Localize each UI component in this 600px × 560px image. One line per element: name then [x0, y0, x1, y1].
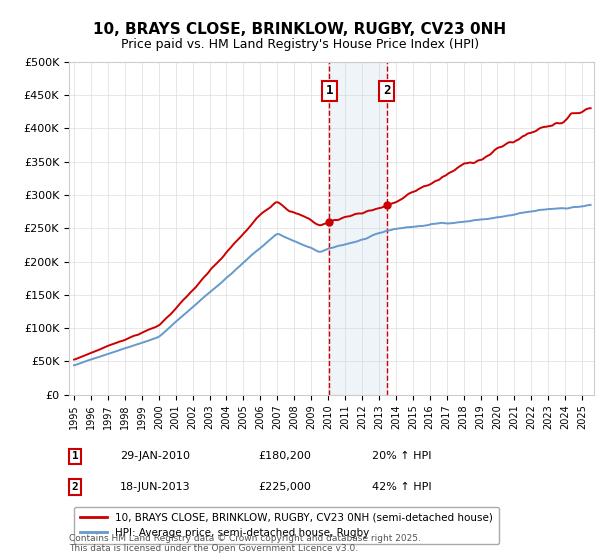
- Text: Contains HM Land Registry data © Crown copyright and database right 2025.
This d: Contains HM Land Registry data © Crown c…: [69, 534, 421, 553]
- Text: 18-JUN-2013: 18-JUN-2013: [120, 482, 191, 492]
- Text: 1: 1: [326, 85, 333, 97]
- Text: 2: 2: [383, 85, 391, 97]
- Text: 2: 2: [71, 482, 79, 492]
- Text: Price paid vs. HM Land Registry's House Price Index (HPI): Price paid vs. HM Land Registry's House …: [121, 38, 479, 51]
- Text: 1: 1: [71, 451, 79, 461]
- Bar: [329, 62, 387, 395]
- Text: 20% ↑ HPI: 20% ↑ HPI: [372, 451, 431, 461]
- Text: 42% ↑ HPI: 42% ↑ HPI: [372, 482, 431, 492]
- Text: 29-JAN-2010: 29-JAN-2010: [120, 451, 190, 461]
- Text: 10, BRAYS CLOSE, BRINKLOW, RUGBY, CV23 0NH: 10, BRAYS CLOSE, BRINKLOW, RUGBY, CV23 0…: [94, 22, 506, 38]
- Text: £225,000: £225,000: [258, 482, 311, 492]
- Legend: 10, BRAYS CLOSE, BRINKLOW, RUGBY, CV23 0NH (semi-detached house), HPI: Average p: 10, BRAYS CLOSE, BRINKLOW, RUGBY, CV23 0…: [74, 507, 499, 544]
- Text: £180,200: £180,200: [258, 451, 311, 461]
